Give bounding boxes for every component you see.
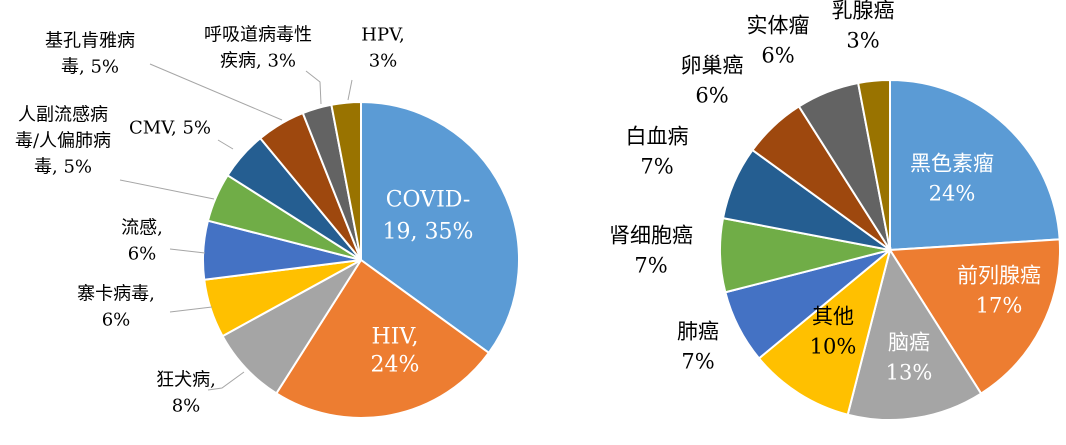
pie2-slice-1-label: 黑色素瘤 24% [910,151,994,205]
pie1-slice-10 [330,100,362,261]
pie2-slice-2-label: 前列腺癌 17% [957,263,1041,317]
pie2-slice-10-label-line: 乳腺癌 [832,0,895,22]
pie2-slice-9-label-line: 实体瘤 [747,13,810,37]
pie2-slice-6-label-line: 7% [634,253,667,277]
pie2-slice-5-label-line: 7% [681,349,714,373]
pie1-slice-8-label: 基孔肯雅病毒, 5% [45,30,135,77]
pie1-slice-7-label: CMV, 5% [129,117,211,138]
pie1-slice-1-label-line: 19, 35% [383,220,474,245]
pie1-slice-10-label: HPV, 3% [361,24,404,71]
pie1-slice-3-leader-line [207,371,245,391]
pie1-slice-1-label-line: COVID- [386,188,471,213]
pie1-slice-3-label-line: 8% [172,395,201,416]
pie2-slice-5-label: 肺癌 7% [677,319,719,373]
pie2-slice-1-label-line: 24% [929,181,976,205]
pie2-slice-1 [889,78,1061,252]
pie1-slice-3-label: 狂犬病, 8% [156,369,216,416]
pie1-slice-1 [360,100,520,355]
pie2-slice-3-label: 脑癌 13% [886,330,933,384]
pie1-slice-4-label-line: 寨卡病毒, [77,283,155,304]
pie2-slice-6-label-line: 肾细胞癌 [609,223,693,247]
pie1-slice-9-label-line: 疾病, 3% [220,50,296,71]
pie1-slice-5-leader-line [169,248,206,254]
pie1-slice-6-label: 人副流感病毒/人偏肺病毒, 5% [15,104,111,177]
pie2-slice-4-label: 其他 10% [810,304,857,358]
pie1-slice-9-label: 呼吸道病毒性疾病, 3% [204,24,312,71]
pie2-slice-10-label: 乳腺癌 3% [832,0,895,52]
pie1-slice-2-label-line: HIV, [372,325,419,350]
pie1-slice-6-label-line: 人副流感病 [18,104,108,125]
pie2-slice-4-label-line: 10% [810,334,857,358]
pie1-slice-4-label: 寨卡病毒, 6% [77,283,155,330]
pie1-slice-9-leader-line [305,70,322,105]
pie2-slice-2-label-line: 前列腺癌 [957,263,1041,287]
pie2-slice-7-label-line: 7% [640,154,673,178]
pie1-slice-9-label-line: 呼吸道病毒性 [204,24,312,45]
pie2-slice-9-label-line: 6% [761,43,794,67]
pie2-slice-3-label-line: 脑癌 [888,330,930,354]
pie1-slice-2-label: HIV, 24% [371,325,420,378]
pie2-slice-7-label-line: 白血病 [626,124,689,148]
pie2-slice-10-label-line: 3% [846,28,879,52]
pie2-slice-7-label: 白血病 7% [626,124,689,178]
pie1-slice-4-label-line: 6% [102,309,131,330]
pie2-slice-4-label-line: 其他 [812,304,854,328]
pie1-slice-5-label-line: 6% [128,243,157,264]
pie1-slice-6-leader-line [119,179,215,200]
pie1-slice-3-label-line: 狂犬病, [156,369,216,390]
pie1-slice-5-label-line: 流感, [121,217,163,238]
pie1-slice-1-label: COVID- 19, 35% [383,188,474,245]
pie1-slice-4-leader-line [169,306,213,313]
pie1-slice-2 [274,258,491,419]
pie1-slice-8-label-line: 毒, 5% [61,56,119,77]
pie-chart-1: COVID- 19, 35% HIV, 24% 狂犬病, 8% 寨卡病毒, 6% 流感, 6% 人副… [15,24,520,419]
pie2-slice-8-label-line: 卵巢癌 [681,53,744,77]
pie2-slice-2 [888,238,1061,395]
pie1-slice-10-leader-line [347,79,353,101]
pie2-slice-9-label: 实体瘤 6% [747,13,810,67]
pie-chart-2: 黑色素瘤 24% 前列腺癌 17% 脑癌 13% 其他 10% 肺癌 7% 肾细胞癌 7% 白血病 7% 卵… [609,0,1061,422]
pie2-slice-1-label-line: 黑色素瘤 [910,151,994,175]
pie1-slice-8-label-line: 基孔肯雅病 [45,30,135,51]
pie1-slice-7-label-line: CMV, 5% [129,117,211,138]
pie2-slice-3 [846,247,983,422]
pie1-slice-6-label-line: 毒, 5% [34,156,92,177]
pie1-slice-8-leader-line [149,63,283,121]
pie2-slice-3-label-line: 13% [886,360,933,384]
pie2-slice-5-label-line: 肺癌 [677,319,719,343]
pie1-slice-10-label-line: 3% [369,50,398,71]
pie1-slice-5-label: 流感, 6% [121,217,163,264]
pie2-slice-2-label-line: 17% [976,293,1023,317]
pie1-slice-7-leader-line [217,139,234,150]
pie1-slice-10-label-line: HPV, [361,24,404,45]
pie1-slice-6-label-line: 毒/人偏肺病 [15,130,111,151]
pie2-slice-6-label: 肾细胞癌 7% [609,223,693,277]
pie2-slice-8-label: 卵巢癌 6% [681,53,744,107]
pie1-slice-2-label-line: 24% [371,353,420,378]
pie2-slice-4 [757,247,892,416]
pie2-slice-10 [856,78,891,251]
pie2-slice-8-label-line: 6% [695,83,728,107]
